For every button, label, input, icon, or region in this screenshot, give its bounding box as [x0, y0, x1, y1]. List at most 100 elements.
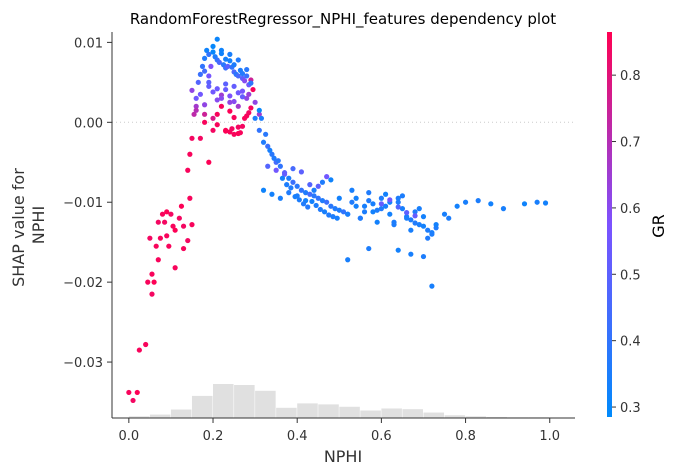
histogram-bar — [381, 408, 402, 418]
data-point — [281, 171, 288, 177]
data-point — [193, 103, 199, 109]
data-point — [395, 247, 401, 253]
y-axis-ticks: 0.01 0.00 −0.01 −0.02 −0.03 — [63, 36, 112, 371]
data-point — [534, 199, 540, 205]
data-point — [159, 211, 166, 217]
data-point — [387, 211, 393, 217]
data-point — [214, 111, 220, 117]
data-point — [366, 198, 372, 204]
data-point — [542, 200, 549, 206]
data-point — [374, 219, 380, 225]
data-point — [269, 191, 275, 197]
data-point — [488, 201, 494, 207]
data-point — [382, 203, 389, 209]
data-point — [256, 111, 262, 117]
data-point — [189, 222, 195, 228]
data-point — [260, 187, 267, 193]
data-point — [412, 220, 418, 226]
data-point — [387, 197, 393, 203]
data-point — [429, 231, 435, 237]
data-point — [408, 217, 414, 223]
data-point — [237, 130, 243, 136]
histogram-bar — [486, 416, 508, 418]
histogram-bar — [318, 404, 339, 418]
data-point — [136, 347, 142, 353]
data-point — [395, 195, 401, 201]
data-point — [446, 215, 452, 221]
data-point — [149, 291, 155, 297]
data-point — [521, 201, 528, 207]
data-point — [134, 389, 140, 396]
data-point — [294, 183, 300, 189]
x-axis-ticks: 0.0 0.2 0.4 0.6 0.8 1.0 — [118, 418, 560, 444]
data-point — [227, 51, 233, 57]
data-point — [300, 201, 307, 207]
data-point — [258, 115, 265, 121]
data-point — [225, 63, 231, 69]
data-point — [292, 194, 298, 200]
colorbar-tick-label: 0.4 — [620, 335, 641, 350]
histogram-bar — [297, 403, 318, 418]
data-point — [395, 199, 401, 205]
data-point — [252, 115, 258, 121]
histogram-bar — [191, 395, 213, 418]
data-point — [197, 91, 203, 97]
data-point — [349, 187, 355, 193]
data-point — [206, 51, 212, 57]
histogram-bar — [255, 390, 276, 418]
data-point — [332, 206, 338, 212]
data-point — [197, 71, 203, 77]
data-point — [286, 190, 292, 196]
data-point — [202, 68, 208, 74]
data-point — [235, 57, 241, 63]
histogram-bar — [360, 410, 381, 418]
data-point — [231, 62, 237, 68]
data-point — [462, 199, 469, 205]
data-point — [404, 215, 410, 221]
data-point — [328, 177, 334, 183]
data-point — [246, 91, 252, 97]
data-point — [239, 94, 246, 100]
data-point — [210, 89, 216, 95]
data-point — [162, 219, 168, 225]
data-point — [187, 195, 193, 201]
histogram-bar — [444, 415, 466, 418]
colorbar-label: GR — [649, 214, 668, 238]
data-point — [210, 49, 216, 55]
data-point — [231, 131, 237, 137]
data-point — [408, 251, 414, 257]
data-point — [191, 111, 197, 117]
y-tick-label: −0.03 — [63, 356, 103, 371]
data-point — [206, 83, 212, 89]
data-point — [241, 78, 248, 84]
data-point — [420, 214, 427, 220]
data-point — [454, 203, 460, 209]
data-point — [340, 209, 347, 215]
data-point — [143, 341, 149, 348]
data-point — [187, 151, 193, 157]
data-point — [305, 204, 311, 210]
y-tick-label: −0.01 — [63, 196, 103, 211]
data-point — [256, 127, 262, 133]
data-point — [370, 201, 376, 207]
data-point — [246, 110, 252, 116]
data-point — [307, 191, 313, 197]
data-point — [382, 191, 389, 197]
x-tick-label: 1.0 — [539, 429, 560, 444]
data-point — [269, 151, 275, 157]
data-point — [244, 73, 250, 79]
data-point — [239, 123, 246, 129]
data-point — [218, 95, 225, 101]
data-point — [265, 143, 271, 149]
data-point — [235, 124, 241, 130]
data-point — [210, 115, 216, 121]
y-axis-label-line-1: SHAP value for — [9, 168, 28, 287]
data-point — [315, 183, 321, 189]
data-point — [239, 70, 246, 77]
data-point — [290, 166, 296, 172]
data-point — [370, 209, 376, 215]
histogram-bar — [149, 414, 171, 418]
data-point — [250, 86, 256, 93]
data-point — [324, 199, 330, 205]
data-point — [288, 185, 294, 191]
